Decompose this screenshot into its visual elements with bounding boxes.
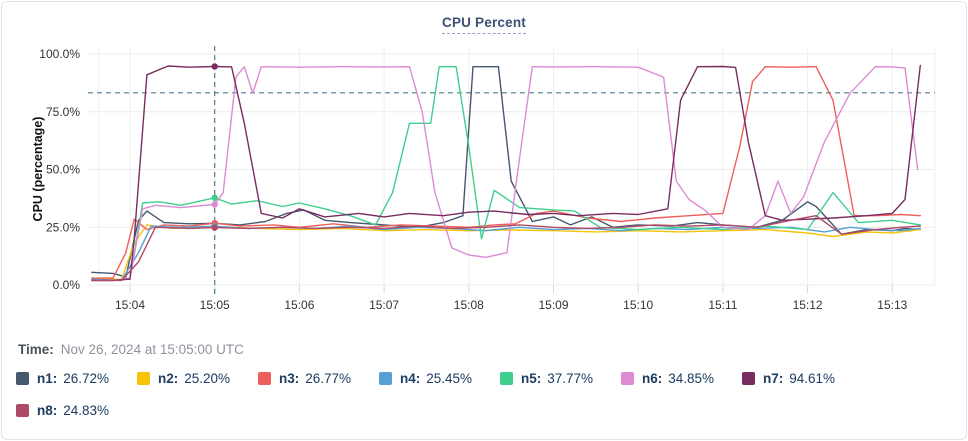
chart-title[interactable]: CPU Percent (442, 15, 526, 34)
y-tick-label: 100.0% (39, 47, 80, 61)
y-tick-label: 25.0% (46, 220, 80, 234)
crosshair-marker-n7 (211, 63, 218, 70)
time-value: Nov 26, 2024 at 15:05:00 UTC (60, 342, 244, 357)
legend-swatch (16, 404, 29, 417)
y-tick-label: 0.0% (53, 278, 81, 292)
x-tick-label: 15:06 (284, 298, 314, 312)
series-line-n7 (91, 64, 921, 282)
cpu-line-chart[interactable]: 100.0% 75.0% 50.0% 25.0% 0.0% 15:04 15:05 15:06… (2, 2, 967, 324)
legend-series-value: 26.77% (305, 371, 352, 386)
chart-legend: n1: 26.72% n2: 25.20% n3: 26.77% n4: 25.45% n5: 3… (16, 370, 863, 419)
legend-item-n6[interactable]: n6: 34.85% (621, 370, 742, 387)
legend-item-n1[interactable]: n1: 26.72% (16, 370, 137, 387)
legend-item-n8[interactable]: n8: 24.83% (16, 402, 137, 419)
series-line-n2 (91, 224, 921, 280)
x-tick-label: 15:12 (793, 298, 823, 312)
legend-series-name: n4: (400, 371, 421, 386)
x-tick-label: 15:10 (623, 298, 653, 312)
legend-item-n2[interactable]: n2: 25.20% (137, 370, 258, 387)
series-line-n5 (91, 65, 921, 282)
chart-title-wrap: CPU Percent (2, 14, 966, 34)
legend-series-value: 25.20% (184, 371, 231, 386)
series-line-n3 (91, 65, 921, 279)
legend-series-value: 94.61% (789, 371, 836, 386)
legend-swatch (379, 372, 392, 385)
x-tick-label: 15:13 (877, 298, 907, 312)
legend-swatch (16, 372, 29, 385)
legend-item-n7[interactable]: n7: 94.61% (742, 370, 863, 387)
legend-series-name: n1: (37, 371, 58, 386)
x-tick-label: 15:08 (454, 298, 484, 312)
x-tick-label: 15:04 (115, 298, 145, 312)
legend-series-name: n6: (642, 371, 663, 386)
legend-series-name: n8: (37, 403, 58, 418)
legend-item-n5[interactable]: n5: 37.77% (500, 370, 621, 387)
series-line-n8 (91, 214, 921, 282)
legend-series-value: 37.77% (547, 371, 594, 386)
series-line-n1 (91, 65, 921, 278)
x-tick-label: 15:05 (200, 298, 230, 312)
legend-series-name: n5: (521, 371, 542, 386)
crosshair-marker-n6 (211, 201, 218, 208)
legend-series-name: n3: (279, 371, 300, 386)
series-line-n6 (91, 65, 919, 282)
legend-series-name: n7: (763, 371, 784, 386)
y-tick-label: 75.0% (46, 105, 80, 119)
legend-series-value: 24.83% (63, 403, 110, 418)
legend-swatch (137, 372, 150, 385)
x-tick-label: 15:11 (708, 298, 737, 312)
legend-swatch (500, 372, 513, 385)
legend-series-value: 34.85% (668, 371, 715, 386)
x-tick-label: 15:09 (538, 298, 568, 312)
crosshair-marker-n5 (211, 194, 218, 201)
time-label: Time: (18, 342, 54, 357)
legend-series-name: n2: (158, 371, 179, 386)
legend-swatch (742, 372, 755, 385)
y-tick-label: 50.0% (46, 163, 80, 177)
legend-swatch (258, 372, 271, 385)
legend-series-value: 26.72% (63, 371, 110, 386)
legend-item-n4[interactable]: n4: 25.45% (379, 370, 500, 387)
legend-swatch (621, 372, 634, 385)
legend-series-value: 25.45% (426, 371, 473, 386)
x-tick-label: 15:07 (369, 298, 399, 312)
crosshair-marker-n8 (211, 224, 218, 231)
legend-item-n3[interactable]: n3: 26.77% (258, 370, 379, 387)
time-readout: Time: Nov 26, 2024 at 15:05:00 UTC (18, 342, 244, 357)
